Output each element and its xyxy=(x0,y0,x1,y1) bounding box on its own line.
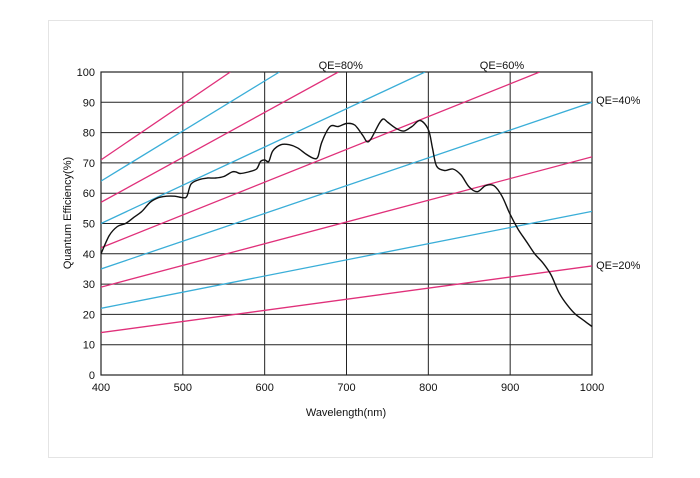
pink-reference-line xyxy=(101,72,231,161)
qe-curve xyxy=(100,118,593,328)
grid xyxy=(100,71,593,376)
y-tick-label: 30 xyxy=(83,279,95,291)
qe-annotation: QE=60% xyxy=(480,60,525,72)
pink-reference-line xyxy=(101,156,592,288)
qe-curve-group xyxy=(100,118,593,328)
tick-labels: 0 10 20 30 40 50 60 70 80 90 100 400 500 600 700 800 900… xyxy=(77,67,605,394)
pink-reference-line xyxy=(101,265,592,334)
x-tick-label: 600 xyxy=(255,382,273,394)
blue-reference-line xyxy=(101,210,592,309)
y-axis-label: Quantum Efficiency(%) xyxy=(62,157,74,269)
y-tick-label: 90 xyxy=(83,97,95,109)
x-tick-label: 800 xyxy=(419,382,437,394)
y-tick-label: 60 xyxy=(83,188,95,200)
x-tick-label: 1000 xyxy=(580,382,604,394)
pink-reference-line xyxy=(101,72,540,249)
blue-reference-line xyxy=(101,72,426,225)
y-tick-label: 40 xyxy=(83,249,95,261)
qe-annotation: QE=40% xyxy=(596,95,641,107)
y-tick-label: 80 xyxy=(83,128,95,140)
qe-annotation: QE=20% xyxy=(596,260,641,272)
y-tick-label: 70 xyxy=(83,158,95,170)
x-tick-label: 500 xyxy=(174,382,192,394)
pink-reference-line xyxy=(101,72,339,203)
y-tick-label: 20 xyxy=(83,309,95,321)
blue-reference-line xyxy=(101,72,280,182)
y-tick-label: 0 xyxy=(89,370,95,382)
x-tick-label: 900 xyxy=(501,382,519,394)
chart-frame xyxy=(48,20,653,458)
reference-lines xyxy=(101,72,592,334)
x-tick-label: 700 xyxy=(337,382,355,394)
qe-annotation: QE=80% xyxy=(319,60,364,72)
y-tick-label: 50 xyxy=(83,219,95,231)
blue-reference-line xyxy=(101,101,592,270)
y-tick-label: 100 xyxy=(77,67,95,79)
x-tick-label: 400 xyxy=(92,382,110,394)
annotations: QE=80% QE=60% QE=40% QE=20% xyxy=(319,60,641,272)
x-axis-label: Wavelength(nm) xyxy=(306,407,386,419)
y-tick-label: 10 xyxy=(83,340,95,352)
